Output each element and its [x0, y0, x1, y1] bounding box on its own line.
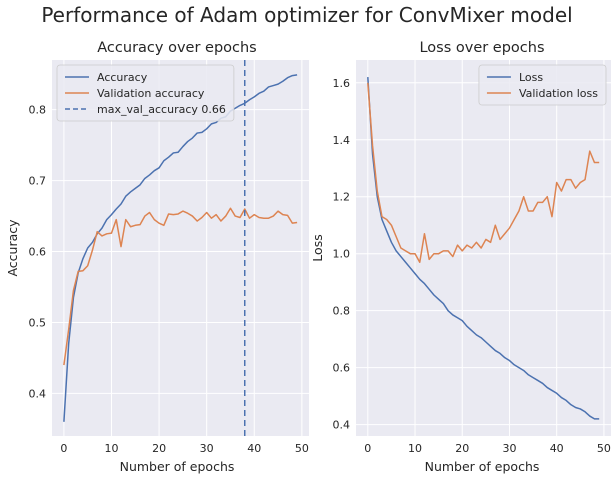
loss-series-validation-loss-line [367, 82, 600, 263]
loss-legend: Loss Validation loss [478, 64, 607, 106]
loss-y-tick-label: 1.6 [333, 77, 351, 90]
loss-x-tick-label: 20 [455, 442, 469, 455]
accuracy-chart-panel: Accuracy over epochs 0.4 0.5 0.6 0.7 0.8 0 10… [5, 40, 309, 474]
loss-legend-label: Loss [519, 71, 543, 84]
accuracy-x-tick-label: 50 [295, 442, 309, 455]
loss-y-tick-label: 1.0 [333, 248, 351, 261]
loss-series-loss-line [367, 77, 600, 420]
loss-chart-title: Loss over epochs [419, 40, 544, 56]
loss-y-tick-label: 1.4 [333, 134, 351, 147]
accuracy-x-ticks: 0 10 20 30 40 50 [60, 442, 308, 455]
accuracy-y-tick-label: 0.6 [29, 246, 47, 259]
accuracy-legend-label: Validation accuracy [97, 87, 205, 100]
accuracy-y-ticks: 0.4 0.5 0.6 0.7 0.8 [29, 104, 47, 401]
accuracy-y-tick-label: 0.5 [29, 316, 47, 329]
accuracy-y-tick-label: 0.7 [29, 175, 47, 188]
accuracy-legend-label: max_val_accuracy 0.66 [97, 103, 226, 116]
accuracy-x-tick-label: 0 [60, 442, 67, 455]
accuracy-x-tick-label: 30 [200, 442, 214, 455]
accuracy-x-axis-label: Number of epochs [120, 459, 235, 474]
loss-y-ticks: 0.4 0.6 0.8 1.0 1.2 1.4 1.6 [333, 77, 351, 432]
loss-x-tick-label: 30 [502, 442, 516, 455]
loss-x-tick-label: 50 [597, 442, 611, 455]
accuracy-series-validation-accuracy-line [63, 207, 298, 366]
accuracy-plot-area [52, 60, 309, 436]
loss-x-axis-label: Number of epochs [425, 459, 540, 474]
loss-y-tick-label: 0.8 [333, 305, 351, 318]
accuracy-series-accuracy-line [63, 74, 298, 422]
figure-suptitle: Performance of Adam optimizer for ConvMi… [41, 3, 572, 27]
loss-y-tick-label: 0.6 [333, 362, 351, 375]
accuracy-legend-box [56, 64, 235, 122]
accuracy-gridlines [52, 60, 309, 436]
loss-x-ticks: 0 10 20 30 40 50 [364, 442, 611, 455]
loss-y-axis-label: Loss [310, 234, 325, 261]
accuracy-x-tick-label: 40 [247, 442, 261, 455]
loss-series-lines [367, 77, 600, 420]
loss-x-tick-label: 0 [364, 442, 371, 455]
loss-x-tick-label: 40 [550, 442, 564, 455]
accuracy-y-tick-label: 0.8 [29, 104, 47, 117]
loss-legend-label: Validation loss [519, 87, 598, 100]
accuracy-y-axis-label: Accuracy [5, 219, 20, 277]
loss-plot-area [356, 60, 611, 436]
accuracy-series-lines [63, 60, 298, 436]
accuracy-legend: Accuracy Validation accuracy max_val_accur… [56, 64, 235, 122]
accuracy-y-tick-label: 0.4 [29, 387, 47, 400]
loss-y-tick-label: 1.2 [333, 191, 351, 204]
loss-chart-panel: Loss over epochs 0.4 0.6 0.8 1.0 1.2 1.4 1.6 0… [310, 40, 611, 474]
loss-legend-box [478, 64, 607, 106]
accuracy-x-tick-label: 10 [104, 442, 118, 455]
accuracy-chart-title: Accuracy over epochs [97, 40, 256, 56]
loss-y-tick-label: 0.4 [333, 419, 351, 432]
accuracy-legend-label: Accuracy [97, 71, 148, 84]
accuracy-x-tick-label: 20 [152, 442, 166, 455]
loss-x-tick-label: 10 [408, 442, 422, 455]
